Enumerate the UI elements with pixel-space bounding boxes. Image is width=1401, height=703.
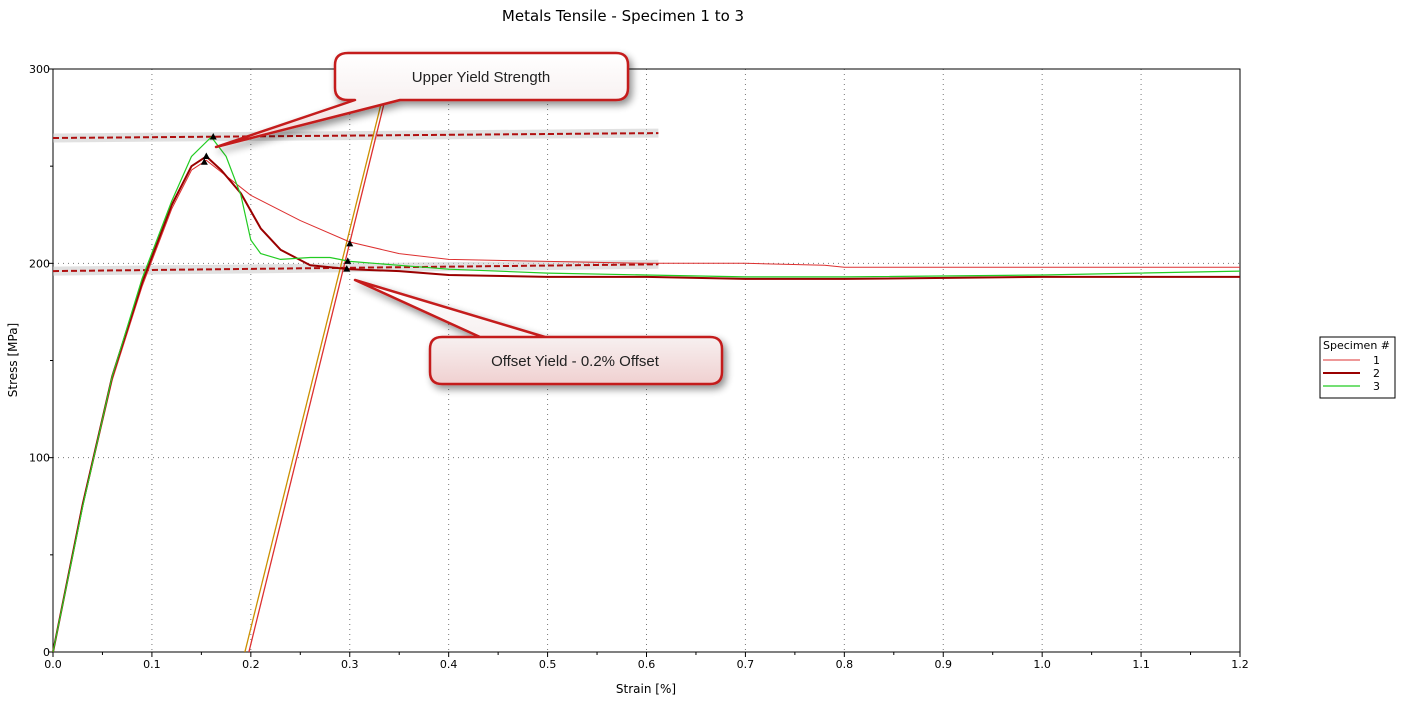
upper-yield-callout-text: Upper Yield Strength	[412, 69, 550, 86]
x-tick-label: 1.0	[1033, 658, 1051, 671]
x-tick-labels: 0.0 0.1 0.2 0.3 0.4 0.5 0.6 0.7 0.8 0.9 1.0 1.1 1.2	[44, 658, 1249, 671]
upper-yield-callout-body	[214, 51, 630, 149]
yield-marker	[209, 133, 217, 140]
yield-marker	[200, 158, 208, 165]
x-tick-label: 0.7	[737, 658, 755, 671]
legend-label-3: 3	[1373, 380, 1380, 393]
offset-yield-callout-body	[353, 278, 724, 386]
offset-reference-line	[52, 263, 659, 273]
x-tick-label: 0.9	[935, 658, 953, 671]
yield-marker	[344, 257, 352, 264]
offset-yield-callout: Offset Yield - 0.2% Offset	[353, 278, 724, 386]
legend-box	[1319, 336, 1396, 399]
x-tick-label: 0.5	[539, 658, 557, 671]
y-tick-label: 300	[29, 63, 50, 76]
axis-ticks	[48, 68, 1241, 657]
yield-markers	[200, 133, 354, 272]
upper-reference-line	[52, 132, 659, 139]
series-1-line	[52, 159, 1240, 653]
legend: Specimen # 123	[1319, 336, 1396, 399]
x-axis-label: Strain [%]	[616, 682, 676, 696]
chart-title: Metals Tensile - Specimen 1 to 3	[502, 7, 744, 25]
legend-label-2: 2	[1373, 367, 1380, 380]
offset-line	[248, 90, 388, 653]
yield-marker	[343, 265, 351, 272]
x-tick-label: 0.0	[44, 658, 62, 671]
x-tick-label: 0.8	[836, 658, 854, 671]
offset-line	[244, 90, 386, 653]
series-3-line	[52, 136, 1241, 653]
legend-title: Specimen #	[1323, 339, 1390, 352]
offset-yield-callout-text: Offset Yield - 0.2% Offset	[491, 353, 660, 370]
series-2-line	[52, 155, 1240, 653]
x-tick-label: 0.1	[143, 658, 161, 671]
offset-lines	[244, 90, 388, 653]
series-lines	[52, 136, 1241, 653]
yield-marker	[202, 152, 210, 159]
y-axis-label: Stress [MPa]	[6, 323, 20, 397]
grid	[53, 69, 1240, 652]
y-tick-labels: 0 100 200 300	[29, 63, 50, 659]
x-tick-label: 1.1	[1132, 658, 1150, 671]
yield-reference-lines	[52, 128, 659, 276]
y-tick-label: 100	[29, 452, 50, 465]
x-tick-label: 0.2	[242, 658, 260, 671]
y-tick-label: 200	[29, 257, 50, 270]
x-tick-label: 0.3	[341, 658, 359, 671]
upper-yield-callout: Upper Yield Strength	[214, 51, 630, 149]
legend-label-1: 1	[1373, 354, 1380, 367]
y-tick-label: 0	[43, 646, 50, 659]
x-tick-label: 0.6	[638, 658, 656, 671]
x-tick-label: 1.2	[1231, 658, 1249, 671]
yield-marker	[346, 239, 354, 247]
x-tick-label: 0.4	[440, 658, 458, 671]
